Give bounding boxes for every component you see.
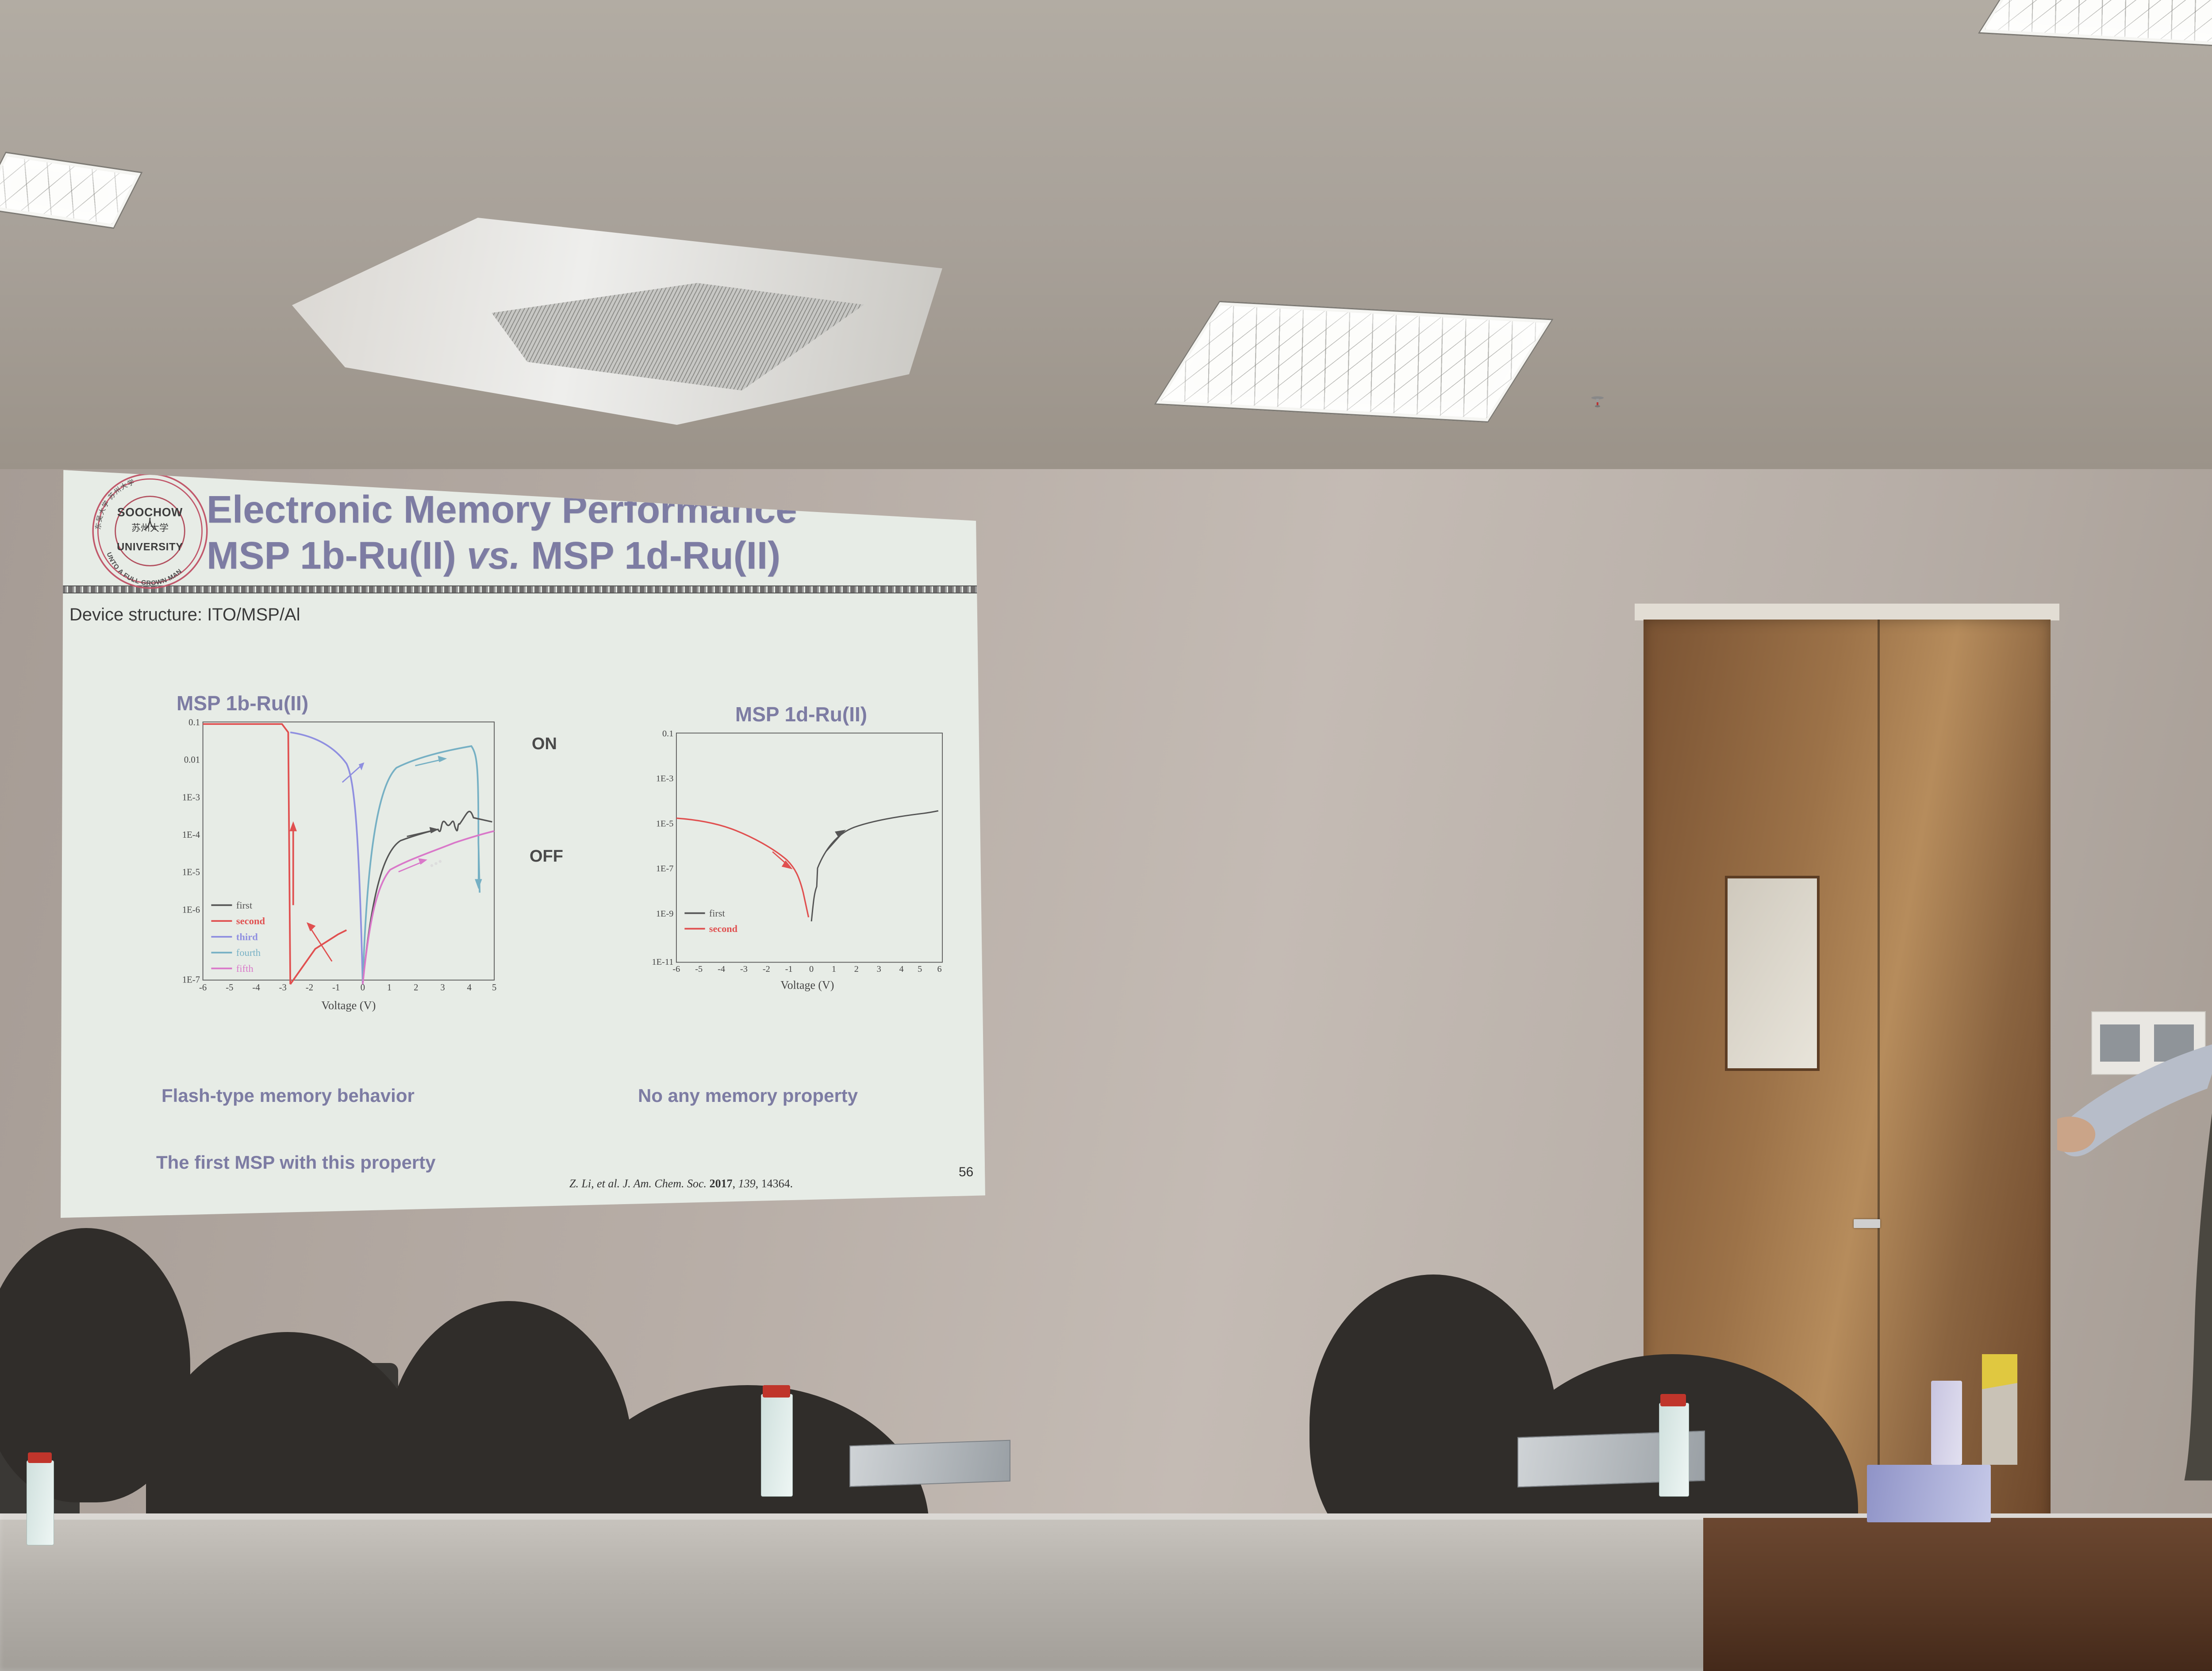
svg-text:0.1: 0.1 (662, 729, 673, 739)
svg-text:-4: -4 (718, 964, 725, 974)
svg-text:-2: -2 (306, 983, 313, 993)
svg-text:-2: -2 (763, 964, 770, 974)
svg-text:0.01: 0.01 (184, 755, 200, 765)
svg-text:1E-5: 1E-5 (182, 868, 200, 878)
svg-text:3: 3 (440, 983, 445, 993)
svg-text:third: third (236, 931, 258, 942)
svg-text:6: 6 (937, 964, 942, 974)
svg-text:4: 4 (899, 964, 904, 974)
svg-text:1E-9: 1E-9 (656, 909, 674, 919)
svg-text:0: 0 (809, 964, 814, 974)
svg-text:4: 4 (467, 983, 472, 993)
svg-text:2: 2 (854, 964, 859, 974)
svg-text:-6: -6 (672, 964, 680, 974)
svg-text:0: 0 (361, 983, 365, 993)
svg-text:-1: -1 (332, 983, 340, 993)
svg-text:UNTO A FULL GROWN MAN: UNTO A FULL GROWN MAN (105, 551, 183, 587)
svg-text:1: 1 (387, 983, 392, 993)
svg-text:1E-4: 1E-4 (182, 830, 200, 840)
svg-text:5: 5 (492, 983, 496, 993)
svg-text:UNIVERSITY: UNIVERSITY (117, 541, 183, 553)
svg-text:Voltage (V): Voltage (V) (321, 999, 376, 1012)
svg-text:1E-3: 1E-3 (656, 774, 674, 784)
svg-text:first: first (709, 908, 726, 919)
svg-text:1E-11: 1E-11 (652, 957, 673, 967)
svg-text:0.1: 0.1 (188, 718, 200, 728)
svg-text:-6: -6 (199, 983, 207, 993)
svg-text:second: second (236, 916, 265, 927)
svg-text:5: 5 (918, 964, 922, 974)
svg-text:-3: -3 (279, 983, 287, 993)
svg-text:-4: -4 (252, 983, 260, 993)
svg-text:-5: -5 (695, 964, 703, 974)
svg-text:2: 2 (414, 983, 418, 993)
svg-text:1E-3: 1E-3 (182, 793, 200, 802)
svg-text:-3: -3 (740, 964, 748, 974)
svg-text:fourth: fourth (236, 947, 261, 958)
svg-text:1E-7: 1E-7 (182, 975, 200, 985)
svg-text:1E-7: 1E-7 (656, 864, 674, 874)
svg-text:人: 人 (143, 517, 157, 532)
svg-text:1E-6: 1E-6 (182, 905, 200, 915)
svg-text:first: first (236, 900, 253, 911)
svg-text:second: second (709, 923, 738, 934)
svg-text:-1: -1 (785, 964, 793, 974)
svg-text:Voltage (V): Voltage (V) (780, 979, 834, 992)
svg-text:3: 3 (877, 964, 881, 974)
svg-text:1: 1 (832, 964, 836, 974)
svg-text:-5: -5 (226, 983, 233, 993)
svg-text:fifth: fifth (236, 963, 253, 974)
svg-text:1E-5: 1E-5 (656, 819, 674, 828)
